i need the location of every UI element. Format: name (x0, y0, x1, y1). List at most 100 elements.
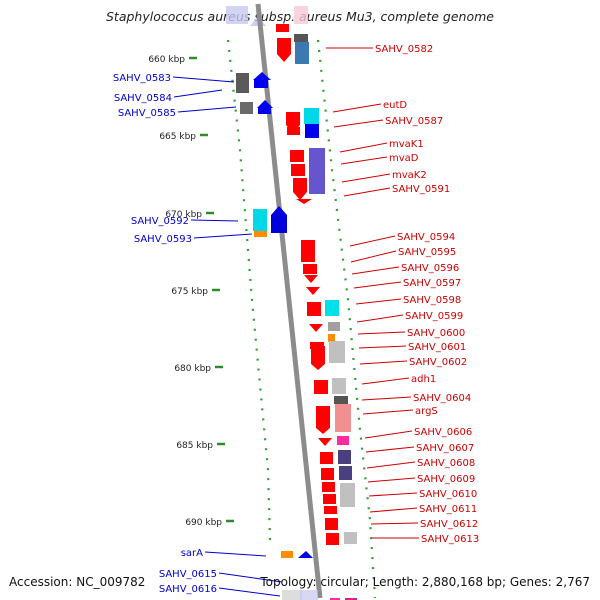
gene-adh1b (332, 378, 346, 394)
scale-group: 660 kbp 665 kbp 670 kbp 675 kbp 680 kbp 685 k… (148, 55, 234, 528)
gene-SAHV_0606b (337, 436, 349, 445)
gene-SAHV_0610 (323, 494, 336, 504)
gene-SAHV_0613b (344, 532, 357, 544)
gene-label-SAHV_0595[interactable]: SAHV_0595 (398, 247, 456, 258)
gene-label-SAHV_0592[interactable]: SAHV_0592 (131, 216, 189, 227)
gene-SAHV_0594 (301, 240, 315, 262)
gene-label-SAHV_0616[interactable]: SAHV_0616 (159, 584, 217, 595)
gene-SAHV_0592b (271, 215, 287, 233)
gene-label-SAHV_0591[interactable]: SAHV_0591 (392, 184, 450, 195)
gene-label-SAHV_0599[interactable]: SAHV_0599 (405, 311, 463, 322)
gene-arrow-SAHV_0582 (277, 54, 291, 62)
gene-label-adh1[interactable]: adh1 (411, 374, 436, 385)
label-connector (353, 281, 402, 289)
gene-SAHV_0601b (310, 342, 324, 349)
gene-SAHV_0611 (324, 506, 337, 514)
gene-label-argS[interactable]: argS (415, 406, 438, 417)
gene-label-SAHV_0594[interactable]: SAHV_0594 (397, 232, 455, 243)
label-connector (340, 156, 388, 165)
gene-SAHV_0608b (339, 466, 352, 480)
right-label-group: SAHV_0582 eutD SAHV_0587 mvaK1 mvaD mvaK2 SAHV… (326, 44, 479, 545)
label-connector (173, 89, 223, 98)
label-connector (361, 377, 410, 385)
gene-label-SAHV_0609[interactable]: SAHV_0609 (417, 474, 475, 485)
gene-SAHV_0585 (240, 102, 253, 114)
gene-arrow-SAHV_0600 (309, 324, 323, 332)
gene-SAHV_0583b (254, 80, 268, 88)
label-connector (350, 250, 397, 263)
gene-label-sarA[interactable]: sarA (181, 548, 203, 559)
label-connector (355, 298, 402, 305)
gene-SAHV_0602b (329, 341, 345, 363)
gene-label-SAHV_0600[interactable]: SAHV_0600 (407, 328, 465, 339)
gene-mva-block (309, 148, 325, 194)
gene-sarA (281, 551, 293, 558)
gene-label-SAHV_0601[interactable]: SAHV_0601 (408, 342, 466, 353)
gene-SAHV_0582 (276, 24, 289, 32)
label-connector (172, 76, 235, 83)
gene-label-SAHV_0582[interactable]: SAHV_0582 (375, 44, 433, 55)
label-connector (367, 477, 416, 483)
gene-label-mvaD[interactable]: mvaD (389, 153, 419, 164)
accession-label: Accession: NC_009782 (9, 575, 146, 589)
gene-label-SAHV_0598[interactable]: SAHV_0598 (403, 295, 461, 306)
gene-label-eutD[interactable]: eutD (383, 100, 407, 111)
label-connector (358, 345, 407, 349)
gene-SAHV_0582d (295, 42, 309, 64)
gene-label-SAHV_0587[interactable]: SAHV_0587 (385, 116, 443, 127)
label-connector (359, 360, 408, 365)
gene-label-SAHV_0613[interactable]: SAHV_0613 (421, 534, 479, 545)
gene-label-SAHV_0583[interactable]: SAHV_0583 (113, 73, 171, 84)
gene-arrow-SAHV_0592 (271, 206, 287, 215)
scale-label: 680 kbp (174, 364, 211, 374)
gene-label-SAHV_0611[interactable]: SAHV_0611 (419, 504, 477, 515)
gene-SAHV_0599 (328, 322, 340, 331)
right-dotted-path (316, 39, 377, 599)
scale-label: 660 kbp (148, 55, 185, 65)
label-connector (193, 233, 253, 239)
gene-label-SAHV_0602[interactable]: SAHV_0602 (409, 357, 467, 368)
label-connector (333, 119, 384, 128)
label-connector (349, 235, 396, 247)
gene-argS-b (335, 404, 351, 432)
gene-label-SAHV_0607[interactable]: SAHV_0607 (416, 443, 474, 454)
label-connector (204, 551, 267, 557)
gene-label-SAHV_0584[interactable]: SAHV_0584 (114, 93, 172, 104)
gene-label-SAHV_0596[interactable]: SAHV_0596 (401, 263, 459, 274)
gene-label-SAHV_0597[interactable]: SAHV_0597 (403, 278, 461, 289)
scale-label: 675 kbp (171, 287, 208, 297)
gene-label-SAHV_0606[interactable]: SAHV_0606 (414, 427, 472, 438)
gene-SAHV_0609 (322, 482, 335, 492)
scale-label: 670 kbp (165, 210, 202, 220)
gene-argS (316, 406, 330, 428)
gene-label-SAHV_0593[interactable]: SAHV_0593 (134, 234, 192, 245)
gene-SAHV_0598b (325, 300, 339, 316)
gene-SAHV_0609b (340, 483, 355, 507)
top-tile-pink (294, 6, 308, 24)
gene-label-SAHV_0608[interactable]: SAHV_0608 (417, 458, 475, 469)
bottom-tile-pink (330, 598, 340, 600)
gene-label-SAHV_0604[interactable]: SAHV_0604 (413, 393, 471, 404)
gene-SAHV_0613 (326, 533, 339, 545)
left-label-group: SAHV_0583 SAHV_0584 SAHV_0585 SAHV_0592 SAHV… (113, 73, 283, 597)
label-connector (356, 314, 404, 323)
gene-arrow-sarA (298, 551, 313, 558)
bottom-tile-lilac (300, 590, 318, 600)
gene-arrow-mvaK2 (293, 192, 307, 200)
label-connector (339, 142, 388, 153)
gene-label-SAHV_0610[interactable]: SAHV_0610 (419, 489, 477, 500)
gene-SAHV_0582c (294, 34, 308, 42)
gene-label-SAHV_0612[interactable]: SAHV_0612 (420, 519, 478, 530)
gene-label-SAHV_0615[interactable]: SAHV_0615 (159, 569, 217, 580)
gene-SAHV_0583 (236, 73, 249, 93)
label-connector (362, 409, 414, 415)
top-tile-lilac (226, 6, 248, 24)
gene-label-SAHV_0585[interactable]: SAHV_0585 (118, 108, 176, 119)
gene-arrow-SAHV_0602 (311, 364, 325, 370)
gene-SAHV_0612 (325, 518, 338, 530)
gene-label-mvaK1[interactable]: mvaK1 (389, 139, 424, 150)
gene-label-mvaK2[interactable]: mvaK2 (392, 170, 427, 181)
gene-adh1 (314, 380, 328, 394)
label-connector (341, 173, 391, 183)
